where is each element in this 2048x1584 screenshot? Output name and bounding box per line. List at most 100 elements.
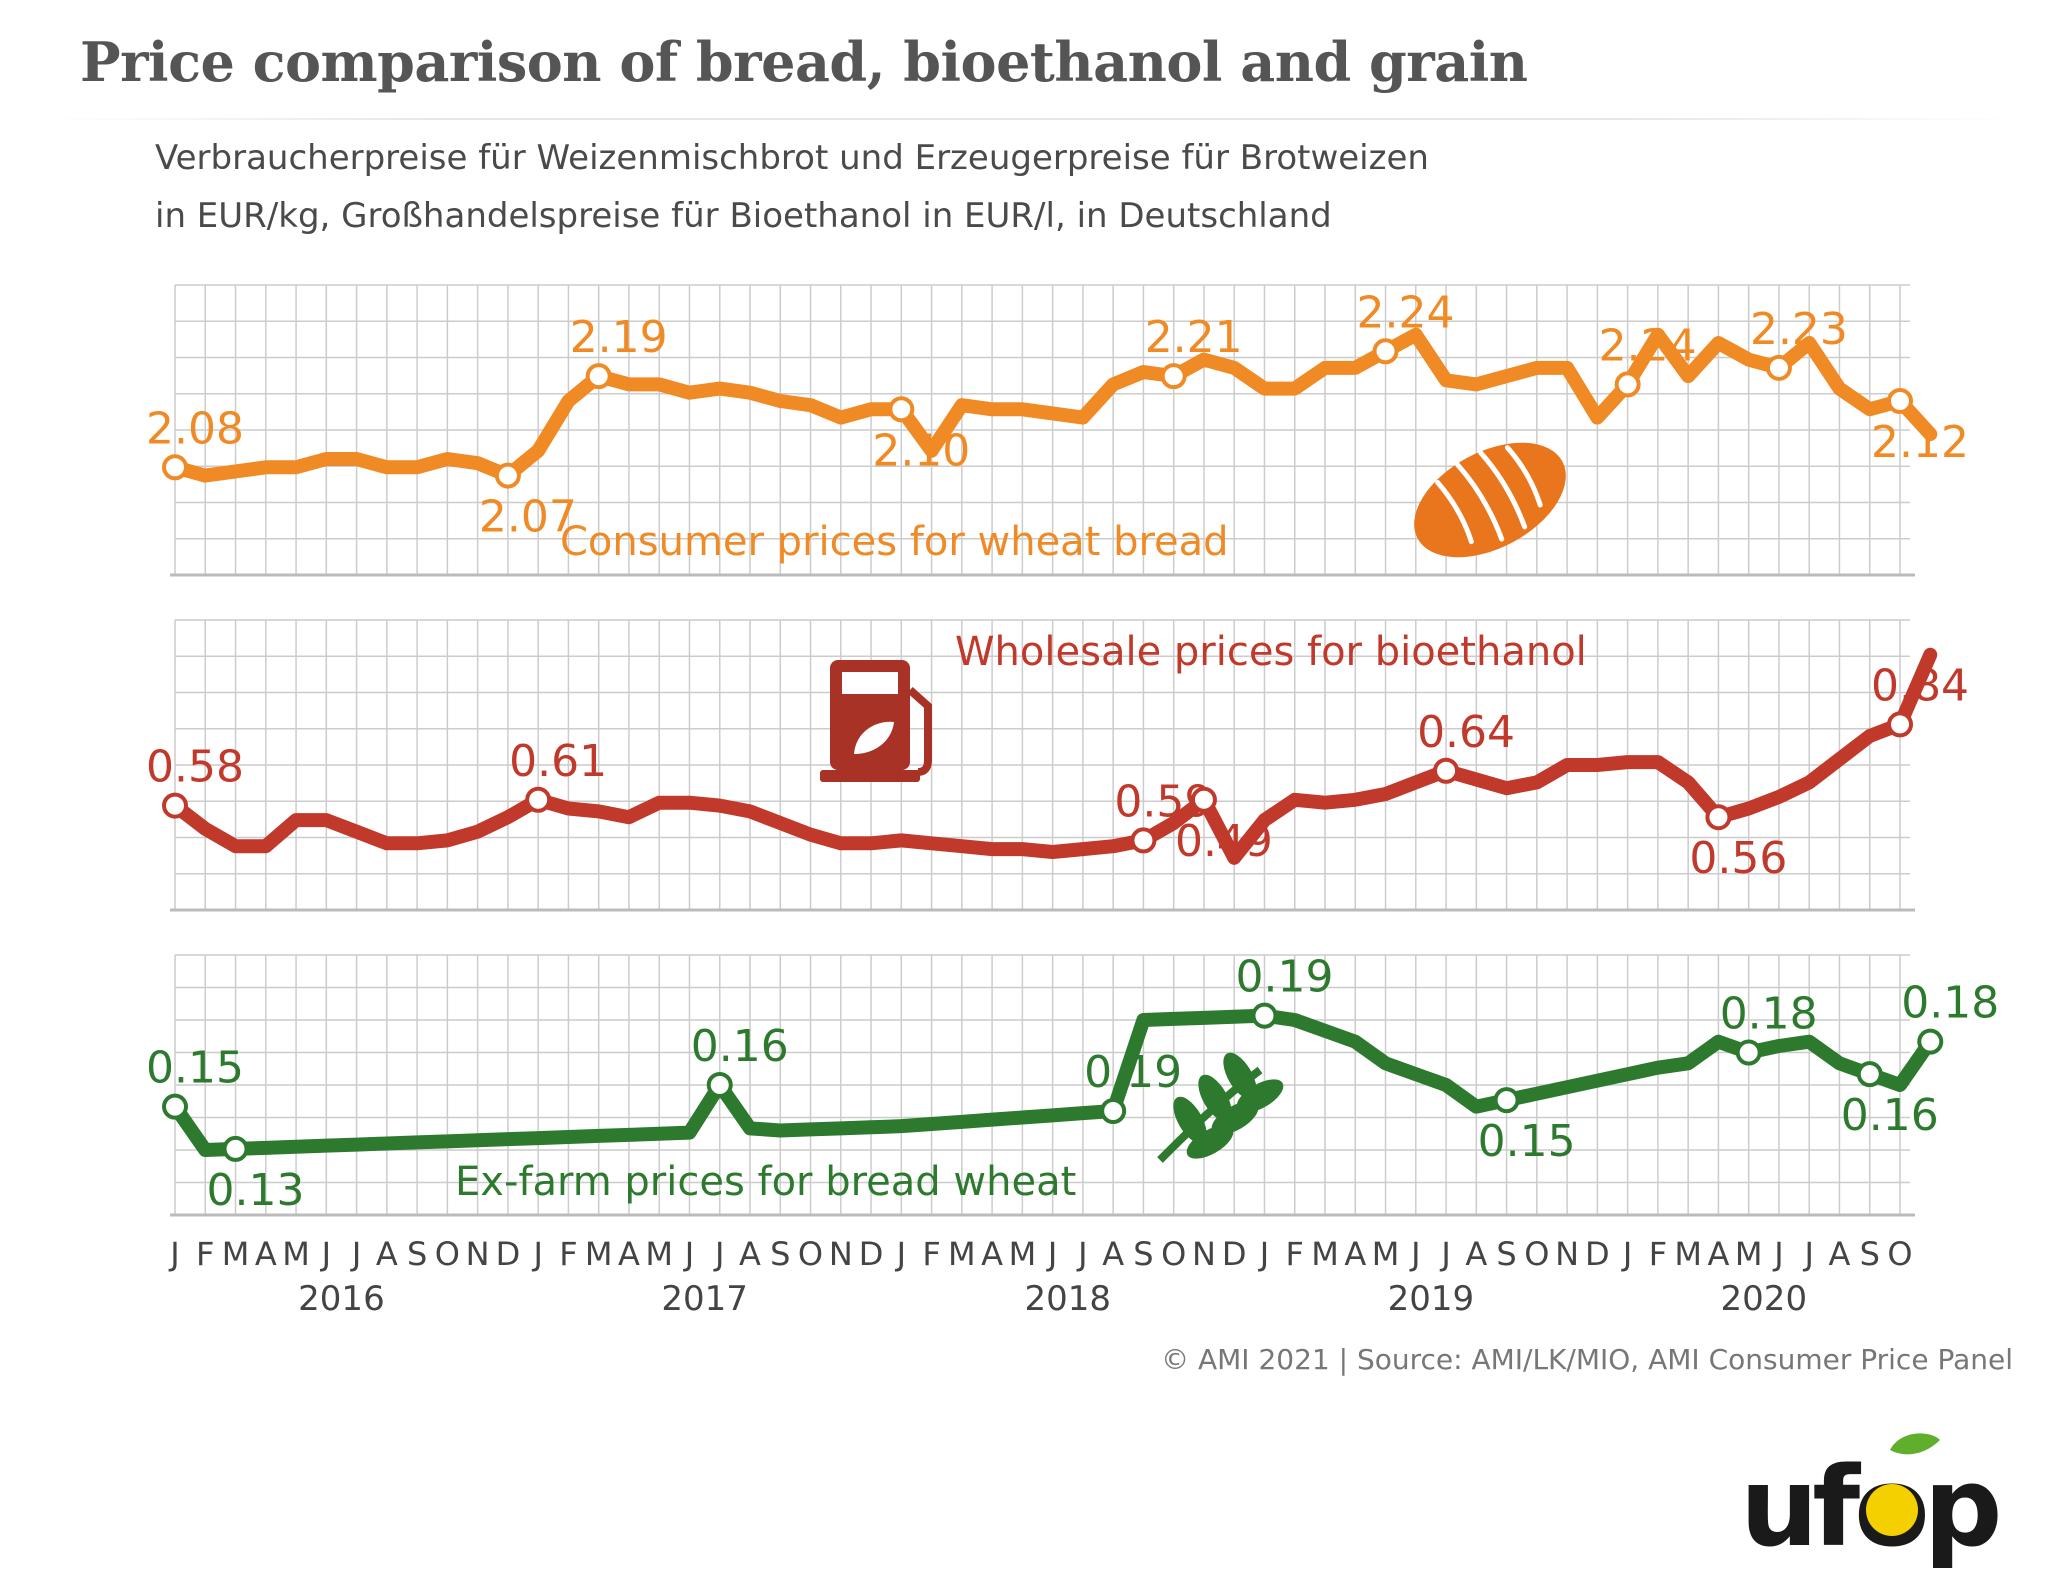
x-tick-label: N: [1192, 1235, 1216, 1273]
x-year-label: 2017: [661, 1279, 748, 1319]
data-point-marker: [1251, 1002, 1278, 1029]
data-label: 2.24: [1599, 320, 1697, 371]
leaf-icon: [1890, 1433, 1940, 1455]
x-tick-label: N: [829, 1235, 853, 1273]
subtitle-line-2: in EUR/kg, Großhandelspreise für Bioetha…: [155, 196, 1332, 236]
data-point-marker: [1887, 711, 1913, 738]
data-label: 2.07: [479, 492, 577, 543]
data-label: 0.19: [1084, 1047, 1182, 1098]
x-tick-label: A: [1707, 1235, 1729, 1273]
x-tick-label: F: [1649, 1235, 1667, 1273]
x-tick-label: S: [1860, 1235, 1880, 1273]
x-tick-label: N: [466, 1235, 490, 1273]
x-tick-label: O: [1161, 1235, 1186, 1273]
x-tick-label: A: [1102, 1235, 1124, 1273]
data-point-marker: [1160, 363, 1187, 390]
series-line-1: [168, 327, 1938, 483]
data-point-marker: [706, 1072, 733, 1098]
data-label: 0.64: [1417, 707, 1515, 758]
data-label: 0.16: [691, 1021, 789, 1072]
x-tick-label: A: [1829, 1235, 1851, 1273]
x-year-label: 2020: [1721, 1279, 1808, 1319]
x-year-label: 2016: [298, 1279, 385, 1319]
x-tick-label: N: [1555, 1235, 1579, 1273]
x-tick-label: M: [1311, 1235, 1339, 1273]
x-tick-label: M: [222, 1235, 250, 1273]
x-tick-label: J: [1046, 1235, 1057, 1273]
source-note: © AMI 2021 | Source: AMI/LK/MIO, AMI Con…: [1161, 1343, 2013, 1376]
data-label: 0.15: [146, 1043, 244, 1094]
x-tick-label: J: [320, 1235, 331, 1273]
data-label: 2.24: [1357, 287, 1455, 338]
x-tick-label: S: [1133, 1235, 1153, 1273]
data-point-marker: [1100, 1098, 1127, 1124]
data-point-marker: [1856, 1061, 1883, 1088]
x-tick-label: M: [1009, 1235, 1037, 1273]
x-tick-label: D: [496, 1235, 521, 1273]
bread-icon: [1414, 442, 1566, 558]
x-tick-label: S: [770, 1235, 790, 1273]
x-tick-label: O: [1524, 1235, 1549, 1273]
series-name-2: Wholesale prices for bioethanol: [955, 629, 1587, 675]
data-point-marker: [1190, 786, 1217, 813]
x-year-label: 2019: [1388, 1279, 1475, 1319]
x-tick-label: F: [922, 1235, 940, 1273]
x-year-label: 2018: [1024, 1279, 1111, 1319]
x-tick-label: A: [1344, 1235, 1366, 1273]
data-point-marker: [1765, 354, 1792, 381]
x-tick-label: M: [948, 1235, 976, 1273]
data-label: 0.49: [1175, 816, 1273, 867]
data-label: 0.18: [1720, 989, 1818, 1040]
title-divider: [40, 118, 2020, 120]
data-point-marker: [494, 462, 521, 489]
x-tick-label: F: [559, 1235, 577, 1273]
data-point-marker: [162, 1093, 188, 1120]
data-point-marker: [222, 1135, 249, 1162]
data-point-marker: [1130, 827, 1157, 854]
x-tick-label: J: [1772, 1235, 1783, 1273]
data-label: 2.12: [1871, 417, 1969, 468]
data-label: 0.84: [1871, 660, 1969, 711]
data-point-marker: [1614, 371, 1641, 398]
series-name-3: Ex-farm prices for bread wheat: [455, 1159, 1076, 1205]
series-line-3: [168, 1008, 1938, 1157]
logo-seed: [1866, 1484, 1918, 1536]
x-tick-label: J: [683, 1235, 694, 1273]
x-tick-label: J: [531, 1235, 542, 1273]
x-tick-label: O: [798, 1235, 823, 1273]
x-tick-label: D: [859, 1235, 884, 1273]
data-label: 2.23: [1750, 304, 1848, 355]
x-tick-label: S: [407, 1235, 427, 1273]
data-label: 0.19: [1235, 952, 1333, 1003]
x-tick-label: J: [1621, 1235, 1632, 1273]
x-tick-label: A: [1465, 1235, 1487, 1273]
panel-3: 0.15 0.13 0.16 0.19 0.19 0.15 0.18 0.16 0.18 Ex-f…: [146, 952, 1999, 1217]
data-point-marker: [1887, 388, 1913, 414]
x-tick-label: J: [1439, 1235, 1450, 1273]
x-tick-label: M: [282, 1235, 310, 1273]
page-title: Price comparison of bread, bioethanol an…: [80, 30, 1528, 94]
x-tick-label: O: [1887, 1235, 1912, 1273]
data-point-marker: [1735, 1039, 1762, 1066]
data-label: 0.13: [207, 1165, 305, 1216]
data-label: 2.19: [570, 312, 668, 363]
subtitle-line-1: Verbraucherpreise für Weizenmischbrot un…: [155, 138, 1429, 178]
x-tick-label: D: [1222, 1235, 1247, 1273]
x-tick-label: J: [168, 1235, 179, 1273]
x-tick-label: M: [585, 1235, 613, 1273]
x-tick-label: A: [618, 1235, 640, 1273]
ufop-logo: ufop: [1740, 1433, 2004, 1571]
data-point-marker: [1917, 1028, 1944, 1055]
x-tick-label: J: [1409, 1235, 1420, 1273]
data-label: 0.56: [1689, 833, 1787, 884]
data-point-marker: [1372, 338, 1399, 365]
x-tick-label: A: [255, 1235, 277, 1273]
data-label: 0.15: [1478, 1116, 1576, 1167]
x-tick-label: F: [196, 1235, 214, 1273]
x-tick-label: A: [739, 1235, 761, 1273]
x-tick-label: J: [350, 1235, 361, 1273]
x-tick-label: M: [1372, 1235, 1400, 1273]
x-tick-label: J: [1258, 1235, 1269, 1273]
x-tick-label: F: [1286, 1235, 1304, 1273]
